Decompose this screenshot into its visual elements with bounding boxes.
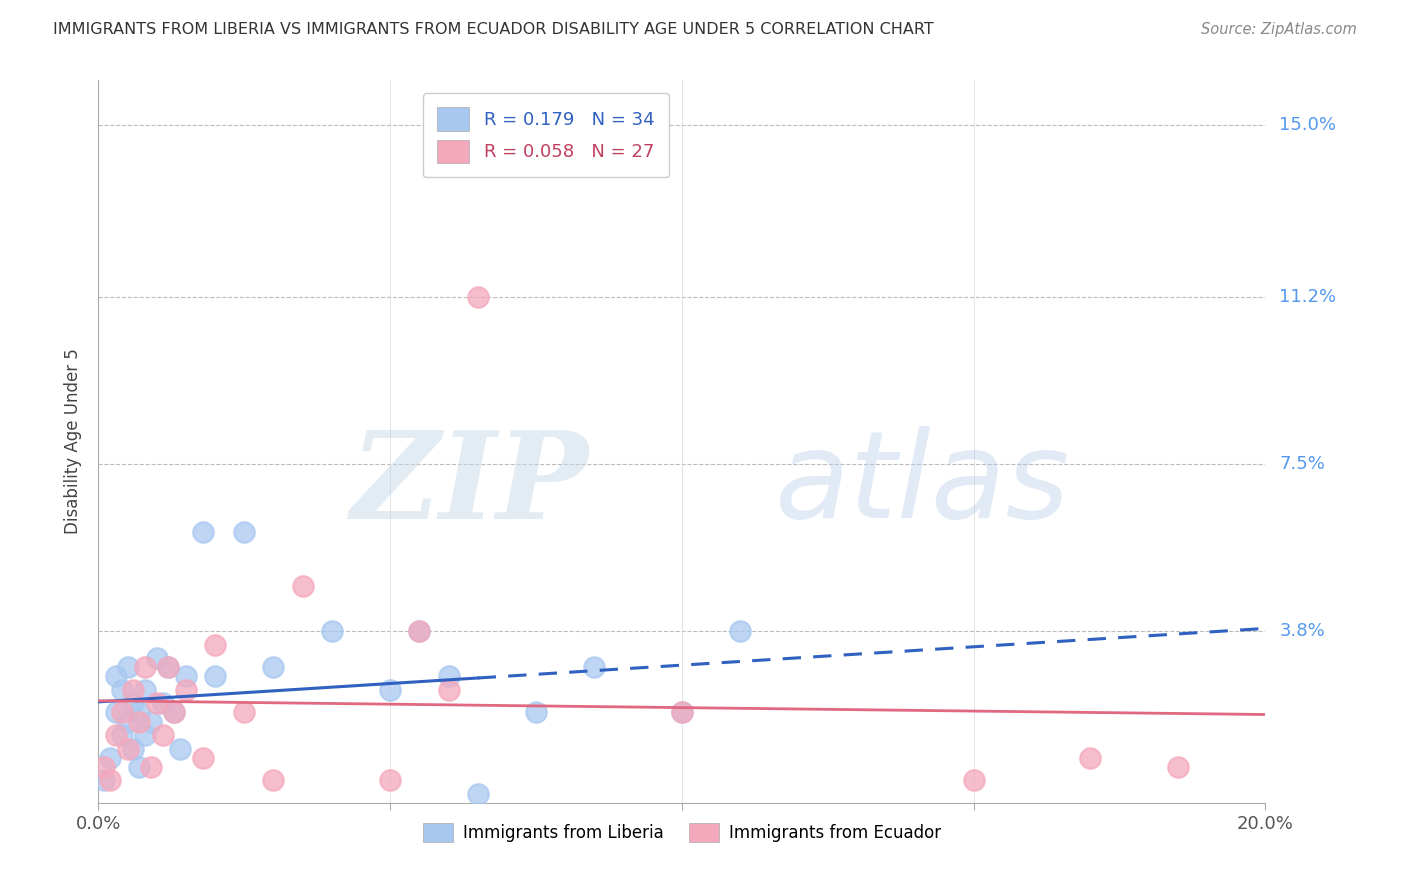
- Point: [193, 750, 215, 764]
- Text: IMMIGRANTS FROM LIBERIA VS IMMIGRANTS FROM ECUADOR DISABILITY AGE UNDER 5 CORREL: IMMIGRANTS FROM LIBERIA VS IMMIGRANTS FR…: [53, 22, 934, 37]
- Point: [583, 660, 606, 674]
- Text: atlas: atlas: [775, 426, 1070, 543]
- Point: [98, 773, 121, 788]
- Point: [163, 706, 186, 720]
- Text: 3.8%: 3.8%: [1279, 623, 1324, 640]
- Point: [233, 706, 256, 720]
- Point: [1167, 760, 1189, 774]
- Point: [93, 760, 115, 774]
- Point: [204, 669, 226, 683]
- Point: [467, 787, 489, 801]
- Point: [134, 682, 156, 697]
- Point: [437, 669, 460, 683]
- Point: [93, 773, 115, 788]
- Point: [117, 741, 139, 756]
- Point: [117, 714, 139, 729]
- Point: [104, 728, 127, 742]
- Point: [437, 682, 460, 697]
- Point: [1080, 750, 1102, 764]
- Point: [408, 624, 430, 639]
- Point: [111, 682, 134, 697]
- Point: [157, 660, 180, 674]
- Legend: Immigrants from Liberia, Immigrants from Ecuador: Immigrants from Liberia, Immigrants from…: [416, 816, 948, 848]
- Point: [111, 728, 134, 742]
- Point: [139, 760, 162, 774]
- Point: [134, 660, 156, 674]
- Point: [152, 728, 174, 742]
- Point: [122, 697, 145, 711]
- Point: [104, 669, 127, 683]
- Point: [152, 697, 174, 711]
- Point: [122, 682, 145, 697]
- Point: [98, 750, 121, 764]
- Point: [146, 651, 169, 665]
- Point: [122, 741, 145, 756]
- Point: [128, 760, 150, 774]
- Point: [104, 706, 127, 720]
- Text: ZIP: ZIP: [350, 425, 589, 544]
- Text: Source: ZipAtlas.com: Source: ZipAtlas.com: [1201, 22, 1357, 37]
- Y-axis label: Disability Age Under 5: Disability Age Under 5: [63, 349, 82, 534]
- Point: [730, 624, 752, 639]
- Point: [139, 714, 162, 729]
- Point: [174, 669, 197, 683]
- Point: [233, 524, 256, 539]
- Point: [291, 579, 314, 593]
- Point: [163, 706, 186, 720]
- Point: [193, 524, 215, 539]
- Text: 15.0%: 15.0%: [1279, 117, 1336, 135]
- Point: [467, 290, 489, 304]
- Point: [671, 706, 693, 720]
- Point: [204, 638, 226, 652]
- Point: [380, 682, 402, 697]
- Point: [146, 697, 169, 711]
- Point: [128, 714, 150, 729]
- Point: [169, 741, 191, 756]
- Point: [157, 660, 180, 674]
- Point: [671, 706, 693, 720]
- Point: [111, 706, 134, 720]
- Point: [174, 682, 197, 697]
- Point: [134, 728, 156, 742]
- Point: [117, 660, 139, 674]
- Point: [321, 624, 343, 639]
- Text: 11.2%: 11.2%: [1279, 288, 1337, 306]
- Point: [524, 706, 547, 720]
- Point: [380, 773, 402, 788]
- Point: [262, 773, 284, 788]
- Point: [408, 624, 430, 639]
- Point: [962, 773, 984, 788]
- Point: [128, 706, 150, 720]
- Text: 7.5%: 7.5%: [1279, 455, 1326, 473]
- Point: [262, 660, 284, 674]
